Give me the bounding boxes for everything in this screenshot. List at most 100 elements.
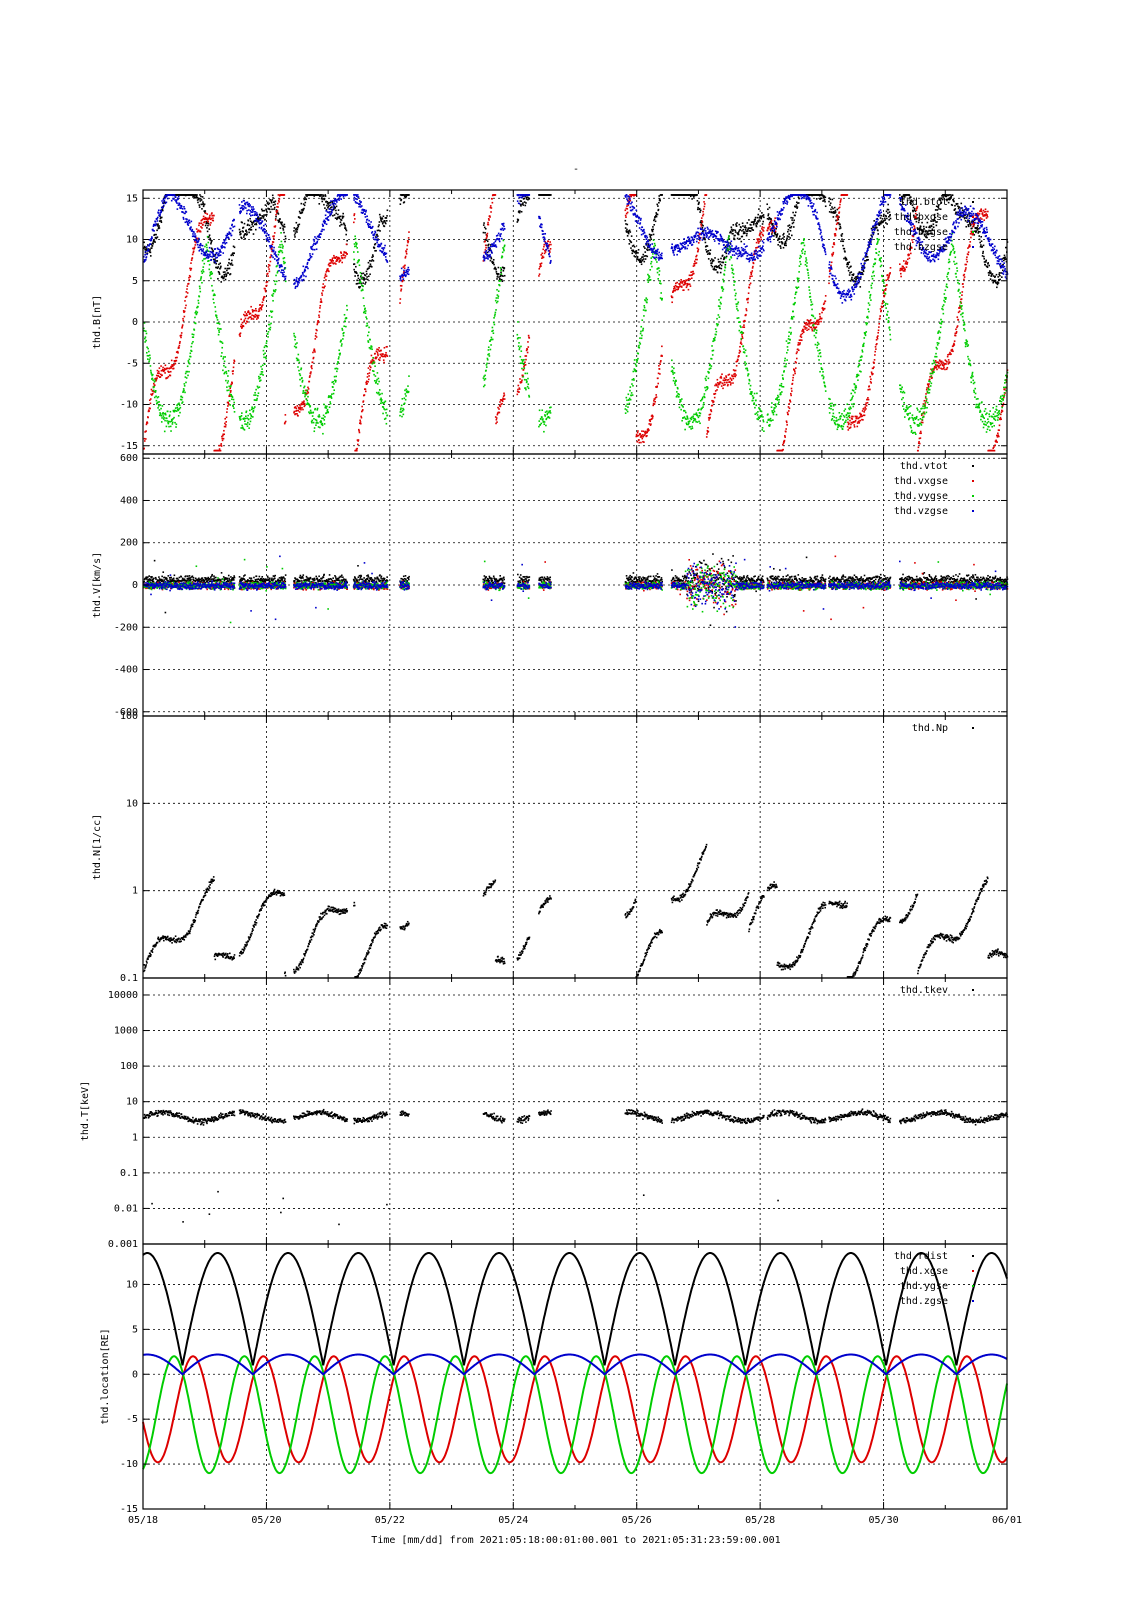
data-point bbox=[922, 412, 924, 415]
data-point bbox=[376, 378, 378, 381]
data-point bbox=[680, 282, 682, 284]
data-point bbox=[407, 237, 410, 239]
data-point bbox=[402, 408, 405, 411]
data-point bbox=[344, 227, 347, 229]
data-point bbox=[365, 316, 367, 318]
data-point bbox=[338, 217, 341, 220]
data-point bbox=[333, 205, 336, 208]
data-point bbox=[345, 229, 348, 232]
data-point bbox=[833, 243, 836, 246]
data-point bbox=[914, 216, 916, 219]
data-point bbox=[149, 369, 152, 372]
data-point bbox=[951, 348, 954, 351]
data-point bbox=[969, 241, 972, 243]
data-point bbox=[498, 408, 500, 410]
data-point bbox=[857, 417, 860, 419]
data-point bbox=[218, 323, 221, 325]
data-point bbox=[771, 223, 773, 226]
data-point bbox=[806, 329, 808, 332]
data-point bbox=[787, 413, 789, 416]
data-point bbox=[690, 271, 692, 273]
data-point bbox=[768, 216, 771, 219]
data-point bbox=[185, 295, 188, 298]
data-point bbox=[922, 229, 924, 231]
data-point bbox=[204, 224, 207, 227]
data-point bbox=[239, 335, 241, 337]
data-point bbox=[407, 241, 409, 244]
data-point bbox=[305, 393, 307, 396]
data-point bbox=[276, 202, 279, 205]
data-point bbox=[701, 397, 704, 400]
data-point bbox=[756, 246, 758, 249]
data-point bbox=[272, 197, 274, 199]
data-point bbox=[785, 242, 787, 245]
data-point bbox=[752, 223, 755, 226]
data-point bbox=[909, 196, 912, 199]
data-point bbox=[883, 294, 886, 297]
data-point bbox=[207, 250, 210, 253]
data-point bbox=[980, 209, 982, 212]
data-point bbox=[813, 326, 815, 328]
data-point bbox=[201, 208, 203, 210]
data-point bbox=[820, 317, 823, 320]
data-point bbox=[651, 255, 654, 258]
data-point bbox=[734, 375, 737, 378]
data-point bbox=[940, 201, 943, 204]
data-point bbox=[276, 270, 279, 273]
data-point bbox=[228, 258, 231, 261]
data-point bbox=[651, 418, 653, 420]
data-point bbox=[383, 225, 386, 228]
data-point bbox=[494, 267, 497, 270]
data-point bbox=[785, 428, 787, 430]
data-point bbox=[743, 226, 746, 229]
data-point bbox=[253, 399, 256, 401]
data-point bbox=[198, 204, 201, 206]
data-point bbox=[993, 449, 996, 452]
data-point bbox=[353, 243, 356, 245]
data-point bbox=[774, 230, 777, 233]
data-point bbox=[192, 250, 195, 253]
data-point bbox=[224, 267, 227, 270]
data-point bbox=[646, 301, 648, 304]
data-point bbox=[355, 283, 358, 285]
data-point bbox=[367, 381, 369, 383]
data-point bbox=[712, 400, 715, 403]
data-point bbox=[707, 417, 710, 419]
data-point bbox=[841, 238, 843, 241]
data-point bbox=[224, 271, 226, 273]
data-point bbox=[301, 377, 303, 379]
data-point bbox=[258, 386, 261, 388]
data-point bbox=[626, 205, 628, 207]
data-point bbox=[306, 195, 308, 198]
data-point bbox=[648, 423, 651, 425]
data-point bbox=[501, 399, 504, 401]
data-point bbox=[144, 341, 146, 343]
data-point bbox=[788, 235, 790, 238]
data-point bbox=[254, 228, 257, 231]
data-point bbox=[686, 282, 689, 285]
data-point bbox=[751, 275, 753, 277]
data-point bbox=[324, 406, 327, 409]
data-point bbox=[268, 327, 270, 330]
data-point bbox=[655, 253, 658, 256]
data-point bbox=[789, 237, 791, 239]
data-point bbox=[742, 228, 745, 231]
data-point bbox=[807, 319, 810, 322]
data-point bbox=[899, 200, 902, 202]
data-point bbox=[356, 272, 358, 275]
data-point bbox=[264, 214, 267, 216]
data-point bbox=[216, 260, 219, 262]
data-point bbox=[708, 364, 711, 367]
data-point bbox=[217, 322, 220, 325]
data-point bbox=[202, 224, 204, 226]
data-point bbox=[179, 406, 182, 409]
data-point bbox=[627, 393, 630, 396]
data-point bbox=[659, 282, 661, 284]
data-point bbox=[184, 300, 186, 302]
data-point bbox=[964, 219, 967, 222]
data-point bbox=[284, 420, 287, 423]
data-point bbox=[786, 238, 788, 241]
data-point bbox=[817, 323, 820, 325]
data-point bbox=[327, 268, 329, 270]
data-point bbox=[681, 282, 684, 284]
